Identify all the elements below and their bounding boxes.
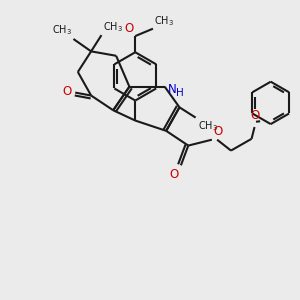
Text: O: O: [169, 168, 178, 181]
Text: CH$_3$: CH$_3$: [52, 23, 72, 37]
Text: N: N: [168, 82, 177, 95]
Text: O: O: [250, 109, 260, 122]
Text: O: O: [213, 125, 222, 138]
Text: O: O: [62, 85, 72, 98]
Text: H: H: [176, 88, 184, 98]
Text: CH$_3$: CH$_3$: [154, 14, 174, 28]
Text: CH$_3$: CH$_3$: [198, 120, 218, 134]
Text: O: O: [125, 22, 134, 35]
Text: CH$_3$: CH$_3$: [103, 20, 123, 34]
